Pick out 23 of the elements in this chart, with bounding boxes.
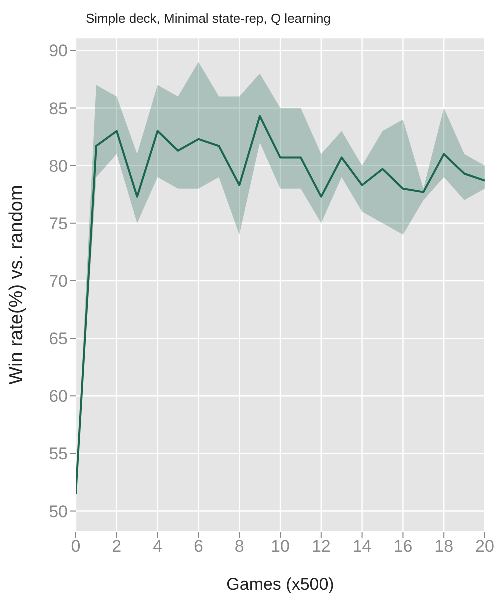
y-tick-label: 65 xyxy=(49,330,68,349)
y-axis-title: Win rate(%) vs. random xyxy=(6,185,28,385)
y-tick-label: 60 xyxy=(49,387,68,406)
x-tick-label: 4 xyxy=(153,537,163,556)
x-tick-label: 12 xyxy=(312,537,331,556)
y-tick-label: 90 xyxy=(49,42,68,61)
x-axis-title: Games (x500) xyxy=(226,575,334,594)
x-tick-label: 20 xyxy=(476,537,494,556)
y-tick-label: 75 xyxy=(49,214,68,234)
y-tick-label: 50 xyxy=(49,502,68,522)
x-tick-label: 2 xyxy=(112,537,122,556)
x-tick-label: 0 xyxy=(71,537,81,556)
x-tick-label: 18 xyxy=(434,537,454,556)
x-tick-label: 6 xyxy=(194,537,204,556)
x-tick-label: 8 xyxy=(234,537,244,556)
y-tick-label: 70 xyxy=(49,272,68,292)
x-tick-label: 14 xyxy=(352,537,372,556)
y-tick-label: 80 xyxy=(49,156,68,176)
y-tick-label: 55 xyxy=(49,444,68,464)
x-tick-label: 16 xyxy=(394,537,413,556)
y-tick-label: 85 xyxy=(49,99,68,118)
x-tick-label: 10 xyxy=(271,537,290,556)
chart-title: Simple deck, Minimal state-rep, Q learning xyxy=(85,10,332,28)
